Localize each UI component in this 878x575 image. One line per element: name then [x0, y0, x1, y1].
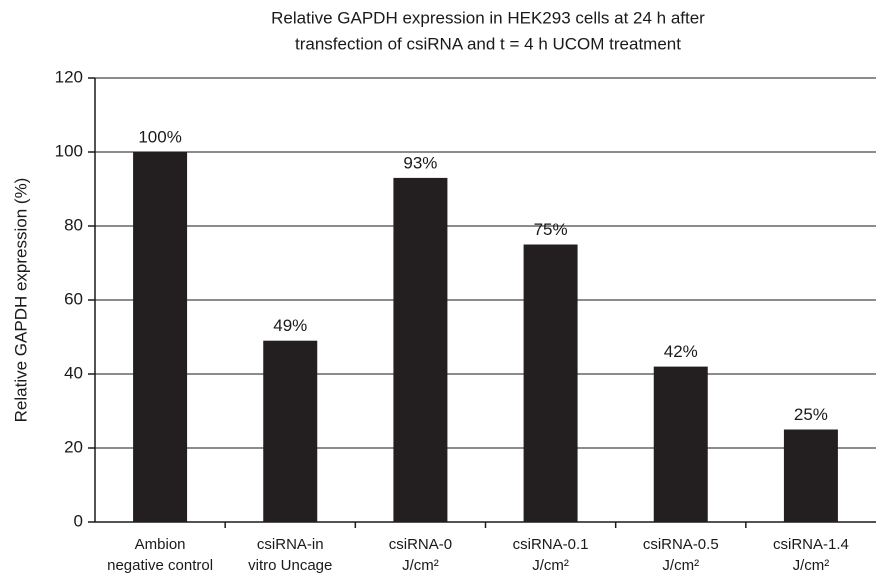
- x-tick-label: negative control: [107, 557, 213, 574]
- y-tick-label: 40: [64, 363, 83, 382]
- data-label: 42%: [664, 342, 698, 361]
- chart-title: Relative GAPDH expression in HEK293 cell…: [271, 8, 705, 27]
- bar: [653, 366, 708, 522]
- data-label: 93%: [403, 153, 437, 172]
- x-tick-label: csiRNA-in: [257, 536, 324, 553]
- data-label: 100%: [138, 127, 181, 146]
- y-tick-label: 100: [55, 141, 83, 160]
- bar: [523, 244, 578, 522]
- x-tick-label: vitro Uncage: [248, 557, 332, 574]
- bar: [133, 152, 188, 522]
- data-label: 75%: [534, 220, 568, 239]
- y-tick-label: 80: [64, 215, 83, 234]
- data-label: 25%: [794, 405, 828, 424]
- x-tick-label: csiRNA-0: [389, 536, 452, 553]
- bar: [263, 340, 318, 522]
- y-tick-label: 60: [64, 289, 83, 308]
- y-tick-label: 120: [55, 67, 83, 86]
- x-tick-label: csiRNA-0.1: [513, 536, 589, 553]
- y-tick-label: 20: [64, 437, 83, 456]
- x-tick-label: J/cm²: [532, 557, 569, 574]
- y-axis-label: Relative GAPDH expression (%): [11, 178, 30, 423]
- chart-title: transfection of csiRNA and t = 4 h UCOM …: [295, 34, 681, 53]
- x-tick-label: J/cm²: [793, 557, 830, 574]
- x-tick-label: csiRNA-0.5: [643, 536, 719, 553]
- bar: [393, 177, 448, 522]
- x-tick-label: J/cm²: [662, 557, 699, 574]
- data-label: 49%: [273, 316, 307, 335]
- x-tick-label: csiRNA-1.4: [773, 536, 849, 553]
- x-tick-label: Ambion: [135, 536, 186, 553]
- y-tick-label: 0: [74, 511, 83, 530]
- x-tick-label: J/cm²: [402, 557, 439, 574]
- bar: [783, 429, 838, 522]
